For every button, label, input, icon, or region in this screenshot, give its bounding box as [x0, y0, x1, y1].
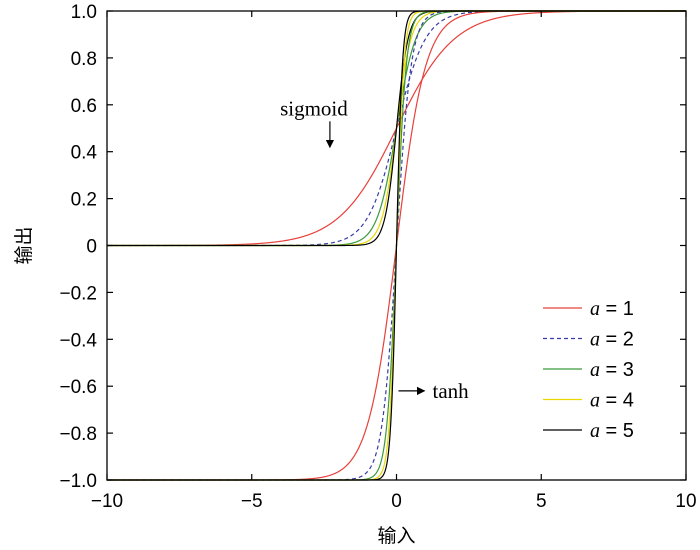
x-tick-label: −10 — [91, 491, 123, 512]
y-tick-label: −0.4 — [59, 330, 97, 351]
x-tick-label: 10 — [675, 491, 696, 512]
y-tick-label: −0.8 — [59, 424, 97, 445]
x-tick-label: 0 — [391, 491, 402, 512]
y-axis-title: 输出 — [13, 226, 35, 264]
legend-label-a4: a = 4 — [590, 390, 634, 412]
sigmoid-annotation: sigmoid — [280, 96, 348, 120]
legend-label-a3: a = 3 — [590, 359, 634, 381]
legend-label-a2: a = 2 — [590, 329, 634, 351]
sigmoid-curve-a5 — [107, 10, 686, 247]
x-axis-title: 输入 — [377, 525, 415, 547]
y-tick-label: 0 — [86, 237, 97, 258]
y-tick-label: −1.0 — [59, 471, 97, 492]
axis-tick-labels: −10 −5 0 5 10 1.0 0.8 0.6 0.4 0.2 0 −0.2 −0.4 −0.6 −0.… — [59, 2, 696, 512]
y-tick-label: 0.8 — [71, 49, 97, 70]
x-tick-label: −5 — [241, 491, 263, 512]
legend-label-a5: a = 5 — [590, 420, 634, 442]
y-tick-label: 1.0 — [71, 2, 97, 23]
y-tick-label: 0.2 — [71, 190, 97, 211]
annotations: sigmoid tanh — [280, 96, 469, 403]
y-tick-label: 0.4 — [71, 143, 98, 164]
y-tick-label: −0.6 — [59, 377, 97, 398]
x-tick-label: 5 — [536, 491, 547, 512]
legend: a = 1 a = 2 a = 3 a = 4 a = 5 — [543, 298, 634, 442]
y-tick-label: 0.6 — [71, 96, 97, 117]
axis-ticks — [106, 10, 687, 481]
legend-label-a1: a = 1 — [590, 298, 634, 320]
tanh-annotation: tanh — [433, 379, 470, 403]
y-tick-label: −0.2 — [59, 283, 97, 304]
